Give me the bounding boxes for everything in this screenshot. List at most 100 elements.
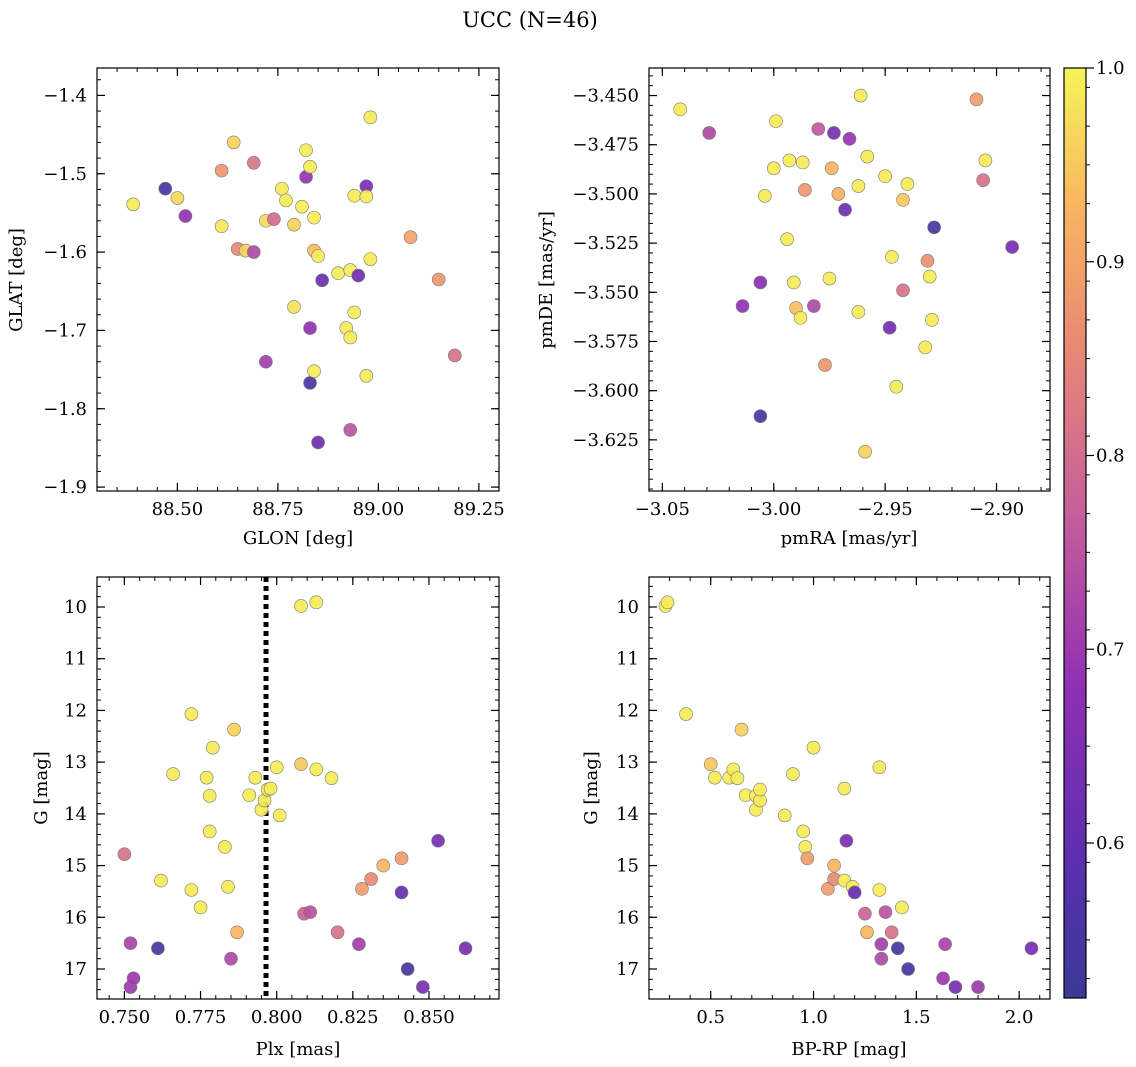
data-point	[878, 169, 892, 184]
y-tick-label: 10	[64, 597, 87, 618]
y-tick-label: −1.4	[43, 85, 87, 106]
x-axis-label: pmRA [mas/yr]	[781, 528, 918, 549]
x-tick-label: 0.825	[327, 1007, 379, 1028]
data-point	[837, 781, 852, 796]
data-point	[154, 873, 168, 888]
data-point	[224, 951, 238, 966]
data-point	[900, 177, 915, 191]
data-point	[735, 299, 750, 313]
data-point	[702, 126, 716, 140]
data-point	[860, 149, 875, 164]
y-tick-label: −1.8	[43, 399, 87, 420]
y-tick-label: 17	[616, 959, 639, 980]
data-point	[214, 163, 229, 178]
x-tick-label: −2.90	[969, 499, 1024, 520]
data-point	[798, 183, 812, 197]
y-tick-label: −3.475	[572, 135, 639, 156]
data-point	[889, 379, 904, 394]
colorbar-tick-label: 0.8	[1096, 446, 1125, 467]
data-point	[818, 358, 832, 372]
data-point	[786, 767, 800, 781]
data-point	[343, 423, 358, 437]
data-point	[275, 181, 289, 196]
data-point	[263, 781, 278, 796]
data-point	[307, 364, 321, 378]
data-point	[272, 808, 287, 823]
y-tick-label: 16	[616, 907, 639, 928]
data-point	[927, 220, 941, 235]
figure-title: UCC (N=46)	[462, 8, 598, 32]
x-tick-label: 88.50	[152, 499, 204, 520]
data-point	[330, 925, 345, 940]
y-tick-label: 17	[64, 959, 87, 980]
data-point	[202, 824, 217, 839]
data-point	[311, 249, 325, 263]
data-point	[753, 409, 768, 424]
data-point	[796, 824, 811, 839]
data-point	[938, 937, 952, 951]
data-point	[824, 161, 839, 176]
x-axis-label: BP-RP [mag]	[791, 1039, 906, 1060]
x-tick-label: 89.25	[453, 499, 505, 520]
y-tick-label: 13	[64, 752, 87, 773]
y-tick-label: 14	[64, 804, 87, 825]
data-point	[777, 808, 792, 823]
data-point	[123, 936, 138, 950]
data-point	[948, 980, 963, 994]
data-point	[679, 707, 693, 721]
data-point	[831, 187, 846, 201]
data-point	[787, 275, 801, 290]
x-tick-label: 0.750	[99, 1007, 151, 1028]
data-point	[798, 840, 813, 854]
data-point	[853, 88, 868, 103]
y-tick-label: −3.525	[572, 233, 639, 254]
data-point	[782, 153, 797, 168]
data-point	[734, 722, 749, 737]
x-tick-label: 1.0	[799, 1007, 828, 1028]
data-point	[827, 126, 841, 140]
x-tick-label: 0.850	[403, 1007, 455, 1028]
colorbar-tick-label: 0.6	[1096, 833, 1125, 854]
data-point	[822, 271, 837, 286]
data-point	[842, 132, 857, 146]
data-point	[315, 273, 329, 288]
data-point	[359, 369, 374, 383]
data-point	[922, 269, 937, 284]
x-tick-label: 88.75	[252, 499, 304, 520]
x-tick-label: −3.00	[746, 499, 801, 520]
y-axis-label: G [mag]	[581, 751, 602, 824]
y-tick-label: −1.9	[43, 477, 87, 498]
y-axis-label: G [mag]	[31, 751, 52, 824]
x-tick-label: 0.775	[175, 1007, 227, 1028]
data-point	[246, 155, 261, 170]
data-point	[858, 444, 872, 459]
panel-bprp-g: 0.5 1.0 1.5 2.0 10 11 12 13 14 15 16 17 BP-RP [mag] G…	[581, 576, 1051, 1060]
data-point	[882, 320, 897, 335]
data-point	[807, 299, 821, 313]
data-point	[416, 980, 430, 994]
plot-frame	[96, 576, 500, 1000]
data-point	[847, 885, 862, 900]
data-point	[458, 941, 473, 956]
data-point	[860, 925, 874, 940]
data-point	[126, 197, 140, 212]
y-tick-label: −3.600	[572, 381, 639, 402]
data-point	[431, 833, 445, 848]
y-tick-label: −3.625	[572, 430, 639, 451]
data-point	[267, 212, 281, 226]
data-point	[303, 376, 317, 390]
data-point	[447, 348, 462, 363]
data-point	[359, 189, 374, 204]
data-point	[295, 199, 309, 214]
y-tick-label: 13	[616, 752, 639, 773]
data-point	[166, 767, 180, 781]
data-point	[294, 599, 308, 613]
y-tick-label: −3.450	[572, 86, 639, 107]
x-tick-label: 0.5	[696, 1007, 725, 1028]
x-axis-label: GLON [deg]	[243, 528, 353, 549]
data-point	[170, 191, 185, 205]
data-point	[331, 266, 346, 281]
data-point	[202, 788, 217, 803]
data-point	[347, 188, 362, 203]
